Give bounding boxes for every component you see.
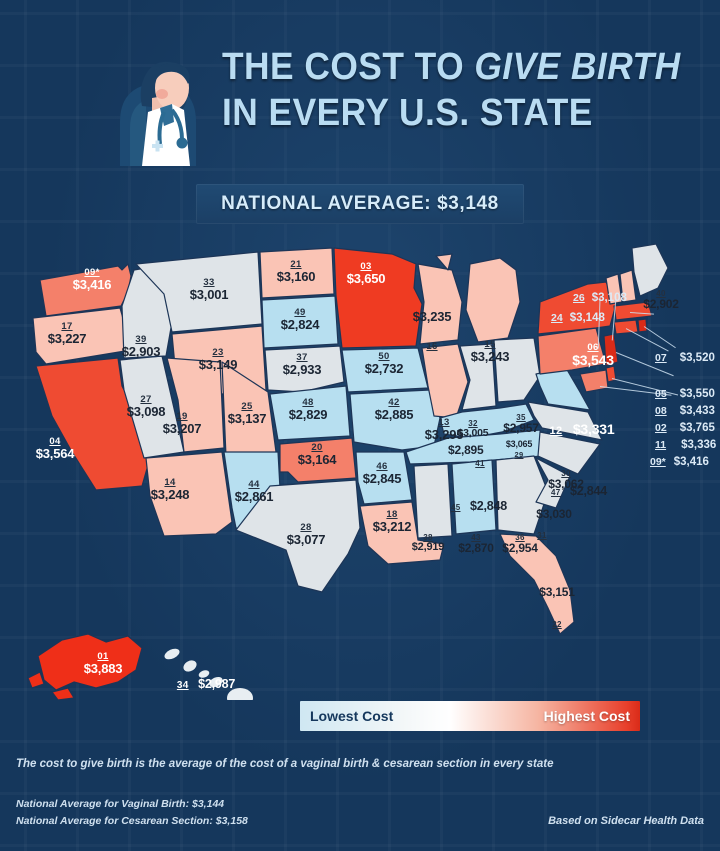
- state-shape-ak: [27, 633, 143, 700]
- callout-nj-rank: 02: [655, 422, 667, 434]
- state-shape-al: [451, 459, 497, 535]
- state-shape-sc: [535, 457, 571, 509]
- callout-ma-value: $3,520: [679, 352, 715, 364]
- state-shape-pa: [537, 327, 607, 375]
- title-line2: IN EVERY U.S. STATE: [222, 91, 593, 134]
- female-doctor-illustration: [120, 61, 196, 166]
- callout-ma: 07 $3,520: [655, 352, 715, 364]
- state-shape-ga: [495, 455, 549, 535]
- callout-md-value: $3,336: [681, 439, 717, 451]
- callout-ri: 08 $3,433: [655, 405, 715, 417]
- state-shape-mt: [135, 251, 263, 333]
- callout-vt-rank: 26: [573, 292, 585, 304]
- state-shape-mn: [333, 247, 423, 349]
- state-shape-ky: [439, 403, 535, 439]
- state-shape-sd: [261, 295, 339, 349]
- callout-nh: 24 $3,148: [551, 312, 605, 324]
- state-shape-tx: [235, 479, 361, 593]
- footer-cesarean-average: National Average for Cesarean Section: $…: [16, 815, 248, 827]
- national-average-label: NATIONAL AVERAGE: $3,148: [221, 193, 499, 214]
- page-title: THE COST TO GIVE BIRTH IN EVERY U.S. STA…: [222, 46, 702, 134]
- state-shape-hi: [164, 648, 253, 700]
- state-shape-me: [631, 243, 669, 297]
- legend-lowest-label: Lowest Cost: [310, 708, 394, 724]
- state-shape-ma: [613, 301, 653, 321]
- callout-vt: 26 $3,108: [573, 292, 627, 304]
- state-shape-ar: [355, 451, 413, 505]
- callout-ct-value: $3,550: [679, 388, 715, 400]
- state-shape-ca: [35, 357, 151, 491]
- callout-ri-value: $3,433: [679, 405, 715, 417]
- state-shape-ne: [264, 345, 345, 393]
- callout-nj: 02 $3,765: [655, 422, 715, 434]
- state-shape-ri: [637, 318, 648, 333]
- state-shape-vt: [605, 273, 623, 305]
- state-shape-la: [359, 501, 445, 565]
- us-choropleth-map: 09* $3,416 17 $3,227 04 $3,564 27 $3,098…: [0, 240, 720, 700]
- callout-de-value: $3,416: [673, 456, 709, 468]
- state-shape-oh: [493, 337, 541, 403]
- callout-de: 09* $3,416: [650, 456, 709, 468]
- footer-methodology-note: The cost to give birth is the average of…: [16, 758, 554, 770]
- state-shape-or: [32, 307, 132, 365]
- state-shape-nc: [537, 431, 601, 475]
- state-shape-az: [145, 451, 233, 537]
- footer-vaginal-average: National Average for Vaginal Birth: $3,1…: [16, 798, 225, 810]
- callout-ri-rank: 08: [655, 405, 667, 417]
- state-shape-ms: [413, 463, 453, 539]
- callout-ct-rank: 05: [655, 388, 667, 400]
- national-average-banner: NATIONAL AVERAGE: $3,148: [196, 184, 524, 224]
- state-shape-wa: [39, 263, 132, 317]
- state-shape-ia: [341, 347, 429, 393]
- callout-ma-rank: 07: [655, 352, 667, 364]
- footer-source: Based on Sidecar Health Data: [548, 815, 704, 827]
- state-shape-nd: [259, 247, 335, 299]
- header: THE COST TO GIVE BIRTH IN EVERY U.S. STA…: [0, 20, 720, 166]
- state-shape-in: [459, 343, 497, 411]
- callout-ct: 05 $3,550: [655, 388, 715, 400]
- cost-gradient-legend: Lowest Cost Highest Cost: [300, 701, 640, 731]
- callout-md-rank: 11: [655, 439, 667, 451]
- state-shape-fl: [499, 533, 575, 635]
- callout-nh-rank: 24: [551, 312, 563, 324]
- title-line1-emphasis: GIVE BIRTH: [474, 46, 681, 88]
- callout-nj-value: $3,765: [679, 422, 715, 434]
- state-shape-ny: [537, 281, 617, 335]
- callout-nh-value: $3,148: [569, 312, 605, 324]
- state-shape-mi: [435, 253, 521, 343]
- callout-de-rank: 09*: [650, 456, 666, 468]
- state-shape-mo: [349, 389, 441, 451]
- state-shape-ks: [269, 385, 351, 441]
- state-shape-md: [579, 369, 609, 393]
- state-shape-nj: [603, 333, 619, 367]
- callout-md: 11 $3,336: [655, 439, 716, 451]
- state-shape-va: [527, 401, 603, 441]
- state-shape-wi: [417, 263, 463, 345]
- legend-highest-label: Highest Cost: [543, 708, 630, 724]
- callout-vt-value: $3,108: [591, 292, 627, 304]
- state-shape-nh: [619, 269, 637, 303]
- state-shape-ok: [279, 437, 357, 483]
- state-shape-ut: [166, 357, 225, 453]
- title-line1-pre: THE COST TO: [222, 46, 475, 88]
